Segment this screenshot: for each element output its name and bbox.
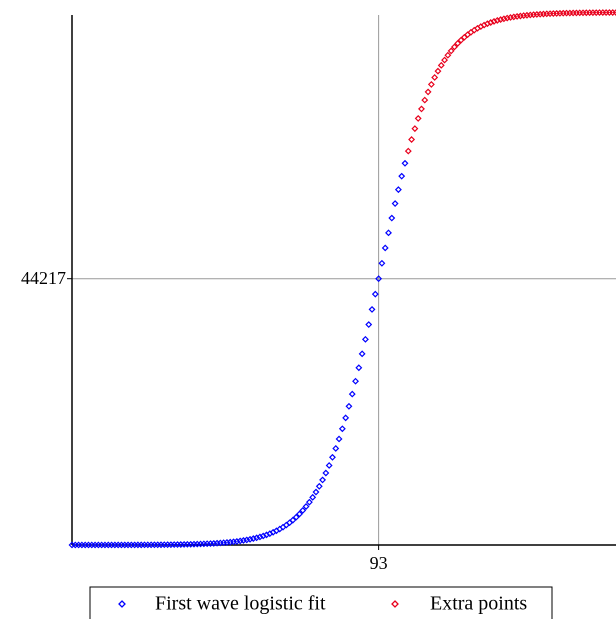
point (338, 425, 346, 433)
point (309, 493, 317, 501)
point (253, 534, 261, 542)
point (335, 435, 343, 443)
point (612, 9, 616, 16)
point (246, 535, 254, 543)
point (352, 377, 359, 385)
point (249, 535, 257, 543)
point (441, 56, 449, 64)
point (296, 510, 303, 518)
legend-label: Extra points (430, 593, 527, 615)
point (256, 533, 264, 541)
point (411, 125, 419, 133)
point (325, 462, 333, 469)
point (315, 482, 323, 490)
legend-marker (118, 600, 126, 608)
point (385, 229, 392, 237)
point (345, 402, 353, 410)
point (348, 390, 356, 398)
point (450, 43, 458, 51)
point (391, 200, 399, 208)
point (375, 275, 383, 283)
point (358, 350, 366, 358)
point (490, 17, 498, 25)
point (299, 506, 307, 514)
point (401, 159, 409, 167)
legend-label: First wave logistic fit (155, 593, 326, 615)
point (378, 259, 386, 267)
point (454, 39, 462, 47)
y-tick-label: 44217 (21, 268, 66, 288)
point (500, 15, 508, 23)
point (444, 51, 452, 59)
point (418, 105, 425, 113)
point (398, 172, 406, 180)
point (414, 114, 422, 122)
point (427, 80, 435, 88)
point (404, 147, 412, 155)
legend-box (89, 586, 553, 619)
point (434, 67, 442, 75)
point (431, 74, 439, 81)
point (365, 321, 373, 328)
point (302, 503, 310, 510)
point (332, 445, 340, 452)
point (319, 476, 327, 484)
point (289, 516, 297, 524)
point (424, 88, 432, 96)
point (329, 453, 336, 461)
point (447, 47, 455, 55)
legend-marker (391, 600, 399, 608)
point (493, 16, 501, 24)
point (457, 36, 465, 44)
x-tick-label: 93 (370, 553, 388, 573)
point (312, 488, 320, 496)
point (355, 364, 363, 372)
point (408, 136, 416, 143)
point (305, 498, 313, 506)
point (381, 244, 389, 252)
point (292, 513, 300, 521)
point (371, 290, 379, 298)
point (437, 61, 445, 69)
point (497, 16, 505, 24)
point (342, 414, 350, 422)
point (394, 186, 402, 194)
point (368, 305, 376, 313)
point (361, 335, 369, 343)
point (388, 214, 396, 222)
point (322, 469, 330, 477)
point (421, 96, 429, 104)
